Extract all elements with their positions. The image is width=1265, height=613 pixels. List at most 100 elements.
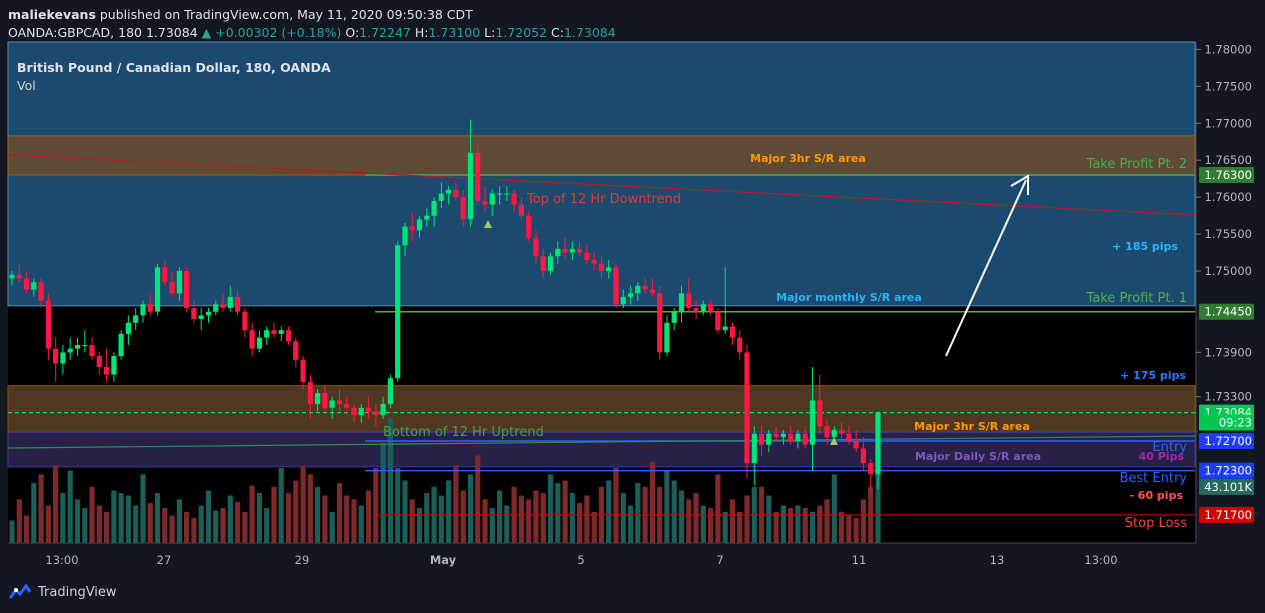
candle-body (249, 330, 255, 349)
candle-body (591, 260, 597, 264)
publish-header: maliekevans published on TradingView.com… (8, 7, 473, 22)
candle-body (358, 407, 364, 416)
candle-body (802, 433, 808, 445)
candle-body (839, 429, 845, 434)
volume-bar (366, 490, 372, 543)
price-tick-label: 1.77000 (1204, 116, 1252, 130)
price-change: +0.00302 (+0.18%) (215, 25, 342, 40)
time-tick-label: 5 (577, 553, 584, 567)
candle-body (9, 274, 15, 279)
volume-bar (802, 508, 808, 543)
volume-bar (322, 495, 328, 543)
candle-body (453, 189, 459, 198)
volume-bar (409, 499, 415, 544)
candle-body (569, 248, 575, 253)
volume-bar (162, 508, 168, 543)
price-badge (1199, 462, 1254, 479)
candle-body (118, 333, 124, 357)
time-tick-label: 29 (295, 553, 310, 567)
volume-bar (766, 495, 772, 543)
candle-body (205, 311, 212, 316)
volume-bar (839, 511, 845, 544)
tradingview-brand: TradingView (38, 584, 117, 600)
time-tick-label: 27 (157, 553, 172, 567)
candle-body (533, 237, 539, 257)
candle-body (416, 219, 423, 231)
close-value: 1.73084 (564, 25, 616, 40)
price-badge-label: 09:23 (1219, 416, 1252, 430)
high-label: H: (414, 25, 429, 40)
volume-bar (9, 520, 15, 543)
candle-body (678, 293, 685, 312)
author-name[interactable]: maliekevans (8, 7, 96, 22)
volume-bar (395, 468, 401, 543)
low-value: 1.72052 (495, 25, 548, 40)
candle-body (140, 304, 146, 316)
volume-bar (700, 505, 706, 543)
target-arrow-head-icon (1010, 174, 1029, 195)
candle-body (693, 308, 699, 312)
low-label: L: (484, 25, 496, 40)
tradingview-footer[interactable]: TradingView (8, 584, 117, 600)
volume-bar (708, 508, 714, 543)
candle-body (45, 300, 51, 349)
candle-body (846, 433, 852, 441)
volume-bar (154, 493, 161, 543)
volume-bar (38, 474, 44, 544)
volume-bar (140, 474, 146, 544)
volume-bar (817, 505, 823, 543)
candle-body (737, 337, 743, 353)
candle-body (642, 285, 648, 290)
candle-body (336, 400, 343, 405)
candle-body (497, 193, 503, 195)
candle-body (504, 193, 510, 195)
candle-body (446, 189, 452, 194)
zone-label-monthly: Major monthly S/R area (776, 291, 922, 304)
volume-bar (315, 486, 321, 544)
volume-bar (664, 470, 670, 543)
volume-bar (795, 505, 801, 543)
price-badge-label: 1.72300 (1204, 464, 1252, 478)
target-arrow-shaft (945, 179, 1027, 357)
volume-bar (256, 493, 262, 543)
candle-body (766, 433, 772, 445)
candle-body (431, 200, 437, 216)
signal-triangle-icon (484, 220, 492, 228)
volume-bar (831, 474, 837, 544)
candle-body (824, 426, 830, 438)
candle-body (424, 215, 430, 220)
candle-body (16, 274, 22, 279)
volume-bar (780, 505, 786, 543)
volume-bar (60, 493, 66, 543)
volume-bar (606, 480, 612, 543)
candle-body (67, 348, 73, 353)
volume-bar (264, 508, 270, 543)
candle-body (176, 271, 182, 294)
candle-body (315, 393, 321, 405)
last-price: 1.73084 (145, 25, 198, 40)
volume-bar (649, 461, 655, 544)
candle-body (708, 304, 714, 312)
candle-body (344, 404, 350, 408)
candle-body (147, 304, 153, 312)
volume-bar (351, 499, 357, 544)
candle-body (60, 352, 66, 364)
volume-bar (562, 480, 568, 543)
candle-body (817, 400, 823, 427)
volume-bar (824, 499, 830, 544)
price-badge-label: 1.76300 (1204, 168, 1252, 182)
volume-bar (584, 495, 590, 543)
volume-bar (74, 499, 81, 544)
pips-60-label: - 60 pips (1129, 489, 1183, 502)
candle-body (438, 193, 444, 201)
candle-body (154, 267, 161, 312)
candle-body (700, 304, 706, 312)
volume-bar (555, 483, 561, 543)
legend-title: British Pound / Canadian Dollar, 180, OA… (17, 60, 331, 75)
time-tick-label: 7 (716, 553, 723, 567)
volume-bar (628, 505, 634, 543)
volume-bar (591, 511, 597, 544)
candle-body (628, 293, 634, 297)
candle-body (256, 337, 262, 349)
